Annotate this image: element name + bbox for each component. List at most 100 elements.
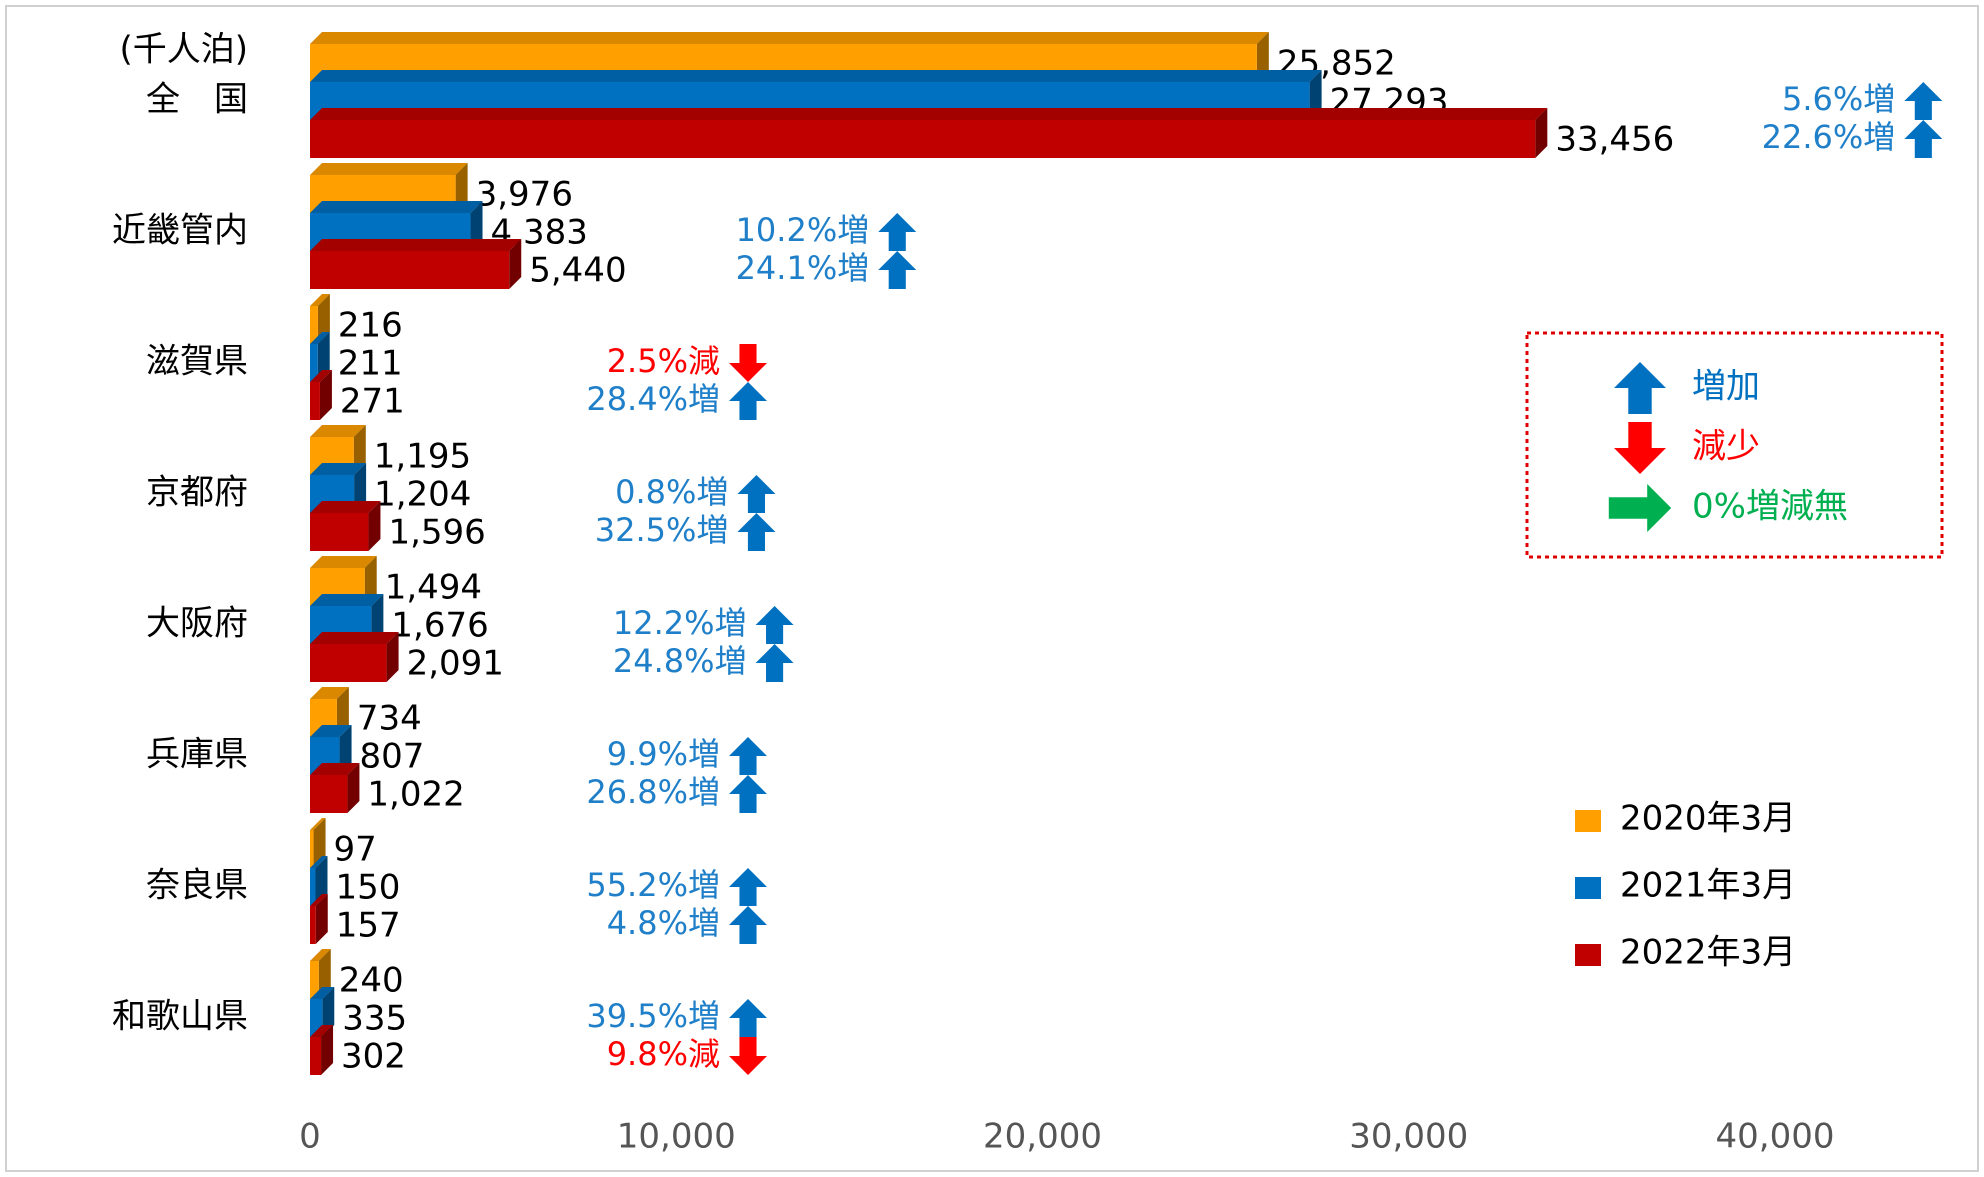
bar-top bbox=[310, 201, 483, 213]
bar-top bbox=[310, 594, 384, 606]
legend-arrow bbox=[1614, 362, 1666, 414]
bar-top bbox=[310, 501, 381, 513]
bar-side bbox=[336, 687, 349, 737]
annotation-arrow bbox=[729, 868, 767, 906]
x-tick-label: 20,000 bbox=[983, 1117, 1102, 1157]
annotation-arrow bbox=[729, 344, 767, 382]
annotation-arrow bbox=[755, 644, 794, 682]
bar bbox=[310, 344, 318, 382]
annotation-arrow bbox=[1904, 120, 1943, 158]
legend-label: 2020年3月 bbox=[1620, 799, 1796, 839]
annotation: 10.2%増 bbox=[736, 211, 870, 249]
arrow-legend-label: 0%増減無 bbox=[1692, 487, 1848, 527]
annotation-arrow bbox=[729, 737, 767, 775]
arrow-legend-label: 増加 bbox=[1692, 367, 1760, 407]
value-label: 302 bbox=[341, 1037, 406, 1077]
bar-side bbox=[317, 294, 330, 344]
annotation-arrow bbox=[737, 513, 776, 551]
x-tick-label: 30,000 bbox=[1349, 1117, 1468, 1157]
annotation-arrow bbox=[737, 475, 776, 513]
annotation: 32.5%増 bbox=[595, 511, 729, 549]
bar-side bbox=[321, 1025, 334, 1075]
bar-top bbox=[310, 632, 399, 644]
bar-side bbox=[509, 239, 522, 289]
value-label: 97 bbox=[334, 830, 377, 870]
bar-side bbox=[322, 987, 335, 1037]
bar-side bbox=[1309, 70, 1322, 120]
value-label: 1,195 bbox=[374, 437, 471, 477]
y-tick-label: 滋賀県 bbox=[146, 342, 248, 382]
annotation: 12.2%増 bbox=[613, 604, 747, 642]
bar bbox=[310, 906, 316, 944]
value-label: 1,204 bbox=[374, 475, 471, 515]
annotation: 24.1%増 bbox=[736, 249, 870, 287]
value-label: 2,091 bbox=[407, 644, 504, 684]
bar-top bbox=[310, 70, 1322, 82]
bar-side bbox=[354, 463, 367, 513]
value-label: 211 bbox=[338, 344, 403, 384]
bar bbox=[310, 306, 318, 344]
bar bbox=[310, 830, 314, 868]
bar-side bbox=[470, 201, 483, 251]
value-label: 734 bbox=[357, 699, 422, 739]
value-label: 240 bbox=[339, 961, 404, 1001]
value-label: 150 bbox=[335, 868, 400, 908]
bar-top bbox=[310, 32, 1269, 44]
legend-label: 2021年3月 bbox=[1620, 866, 1796, 906]
legend-arrow bbox=[1608, 484, 1672, 532]
annotation-arrow bbox=[729, 1037, 767, 1075]
y-tick-label: 京都府 bbox=[146, 473, 248, 513]
annotation: 4.8%増 bbox=[607, 904, 720, 942]
annotation-arrow bbox=[1904, 82, 1943, 120]
bar-top bbox=[310, 556, 377, 568]
y-tick-label: 和歌山県 bbox=[112, 997, 248, 1037]
bar-top bbox=[310, 894, 328, 906]
value-label: 3,976 bbox=[476, 175, 573, 215]
bar-side bbox=[371, 594, 384, 644]
unit-label: (千人泊) bbox=[119, 30, 248, 70]
bar-top bbox=[310, 239, 522, 251]
y-tick-label: 奈良県 bbox=[146, 866, 248, 906]
bar bbox=[310, 775, 348, 813]
bar-side bbox=[368, 501, 381, 551]
annotation-arrow bbox=[729, 999, 767, 1037]
annotation: 55.2%増 bbox=[586, 866, 720, 904]
bar-top bbox=[310, 687, 349, 699]
annotation: 39.5%増 bbox=[586, 997, 720, 1035]
bar-top bbox=[310, 370, 332, 382]
annotation: 24.8%増 bbox=[613, 642, 747, 680]
bar-side bbox=[1535, 108, 1548, 158]
x-tick-label: 0 bbox=[299, 1117, 321, 1157]
bar bbox=[310, 251, 510, 289]
y-tick-label: 大阪府 bbox=[146, 604, 248, 644]
x-tick-label: 40,000 bbox=[1716, 1117, 1835, 1157]
bar bbox=[310, 644, 387, 682]
value-label: 216 bbox=[338, 306, 403, 346]
value-label: 5,440 bbox=[529, 251, 626, 291]
value-label: 157 bbox=[336, 906, 401, 946]
value-label: 1,022 bbox=[367, 775, 464, 815]
bar-top bbox=[310, 763, 360, 775]
bar-side bbox=[317, 332, 330, 382]
y-tick-label: 兵庫県 bbox=[146, 735, 248, 775]
annotation-arrow bbox=[878, 213, 917, 251]
bar-side bbox=[455, 163, 468, 213]
bar-top bbox=[310, 1025, 334, 1037]
bar-top bbox=[310, 725, 352, 737]
bar-side bbox=[339, 725, 352, 775]
annotation-arrow bbox=[729, 775, 767, 813]
annotation: 26.8%増 bbox=[586, 773, 720, 811]
bar-top bbox=[310, 463, 367, 475]
bar-top bbox=[310, 987, 335, 999]
annotation-arrow bbox=[729, 382, 767, 420]
bar-top bbox=[310, 856, 328, 868]
bar bbox=[310, 1037, 322, 1075]
value-label: 33,456 bbox=[1555, 120, 1674, 160]
value-label: 1,494 bbox=[385, 568, 482, 608]
annotation: 2.5%減 bbox=[607, 342, 720, 380]
bar bbox=[310, 999, 323, 1037]
bar bbox=[310, 120, 1536, 158]
bar-side bbox=[315, 894, 328, 944]
value-label: 1,676 bbox=[391, 606, 488, 646]
